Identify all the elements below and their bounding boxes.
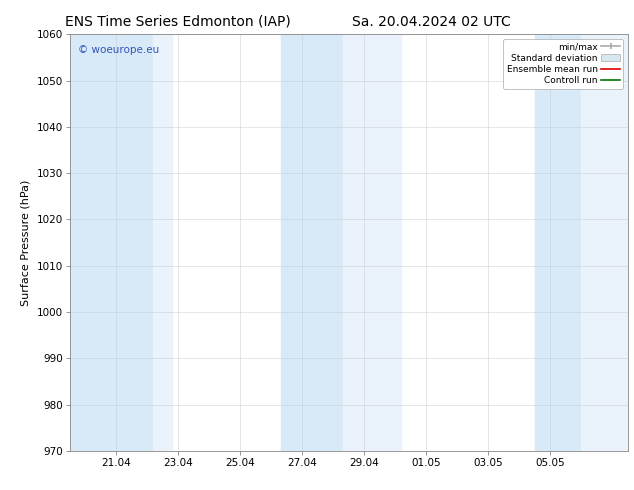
Y-axis label: Surface Pressure (hPa): Surface Pressure (hPa) (21, 179, 31, 306)
Legend: min/max, Standard deviation, Ensemble mean run, Controll run: min/max, Standard deviation, Ensemble me… (503, 39, 623, 89)
Bar (280, 34, 342, 451)
Text: ENS Time Series Edmonton (IAP): ENS Time Series Edmonton (IAP) (65, 15, 290, 29)
Text: Sa. 20.04.2024 02 UTC: Sa. 20.04.2024 02 UTC (352, 15, 510, 29)
Bar (581, 34, 628, 451)
Bar (534, 34, 581, 451)
Bar (342, 34, 401, 451)
Bar (153, 34, 172, 451)
Text: © woeurope.eu: © woeurope.eu (78, 45, 159, 55)
Bar (70, 34, 153, 451)
